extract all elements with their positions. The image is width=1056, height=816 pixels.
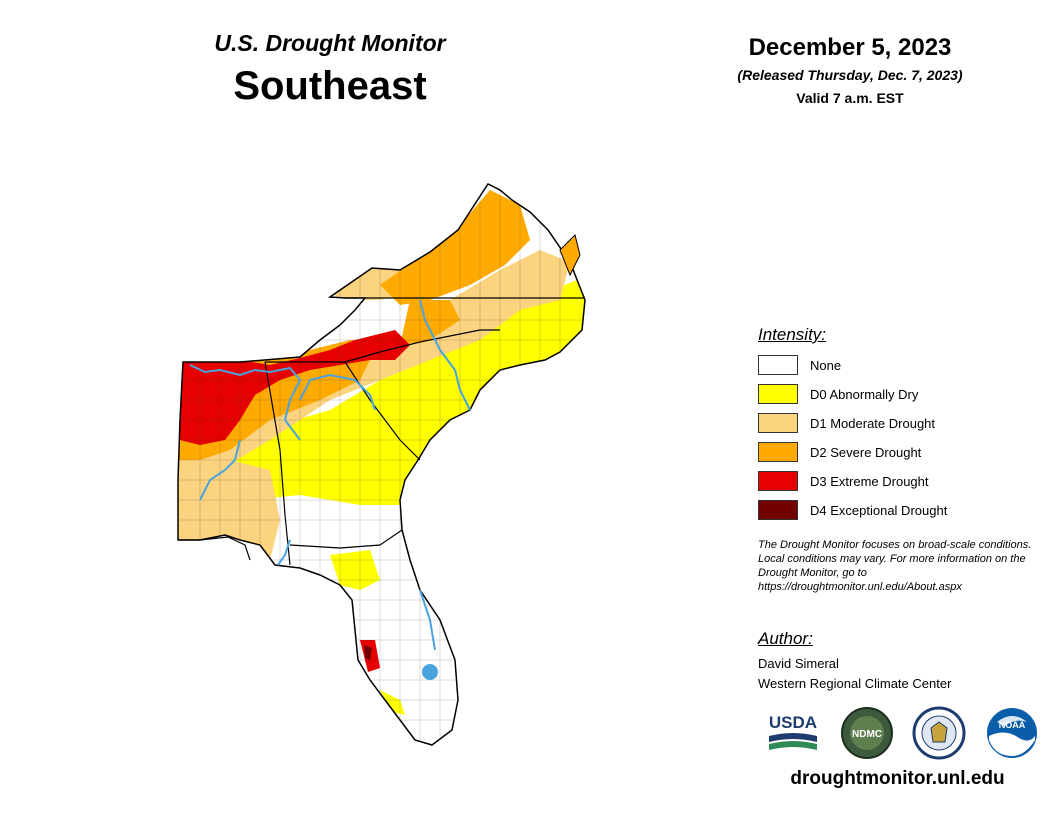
legend-item-d3: D3 Extreme Drought	[758, 470, 929, 492]
legend-swatch	[758, 413, 798, 433]
legend-label: D3 Extreme Drought	[810, 473, 929, 489]
legend-swatch	[758, 471, 798, 491]
ndmc-logo-text: NDMC	[852, 729, 882, 740]
legend-item-d1: D1 Moderate Drought	[758, 412, 935, 434]
legend-swatch	[758, 442, 798, 462]
legend-label: D2 Severe Drought	[810, 444, 922, 460]
release-date: (Released Thursday, Dec. 7, 2023)	[737, 67, 963, 83]
legend-label: D0 Abnormally Dry	[810, 386, 919, 402]
valid-time: Valid 7 a.m. EST	[796, 90, 904, 106]
drought-map	[177, 183, 586, 746]
noaa-logo-icon: NOAA	[987, 708, 1037, 758]
legend-label: None	[810, 357, 842, 373]
disclaimer-text: The Drought Monitor focuses on broad-sca…	[758, 539, 1032, 593]
legend-item-none: None	[758, 354, 841, 376]
legend-swatch	[758, 384, 798, 404]
legend-item-d0: D0 Abnormally Dry	[758, 383, 918, 405]
legend-item-d2: D2 Severe Drought	[758, 441, 921, 463]
website-link[interactable]: droughtmonitor.unl.edu	[790, 768, 1005, 789]
legend-title: Intensity:	[758, 325, 827, 344]
usda-logo-text: USDA	[769, 713, 817, 732]
author-organization: Western Regional Climate Center	[758, 676, 952, 691]
region-title: Southeast	[233, 64, 427, 108]
legend-item-d4: D4 Exceptional Drought	[758, 499, 947, 521]
legend-swatch	[758, 500, 798, 520]
author-heading: Author:	[758, 629, 813, 648]
map-date: December 5, 2023	[748, 34, 952, 61]
legend-swatch	[758, 355, 798, 375]
commerce-seal-icon	[912, 706, 966, 760]
noaa-logo-text: NOAA	[999, 720, 1026, 730]
map-title: U.S. Drought Monitor	[214, 30, 446, 56]
ndmc-logo-icon: NDMC	[841, 707, 893, 759]
legend-label: D4 Exceptional Drought	[810, 502, 948, 518]
author-name: David Simeral	[758, 656, 839, 671]
usda-logo-icon: USDA	[769, 713, 817, 750]
legend-label: D1 Moderate Drought	[810, 415, 936, 431]
